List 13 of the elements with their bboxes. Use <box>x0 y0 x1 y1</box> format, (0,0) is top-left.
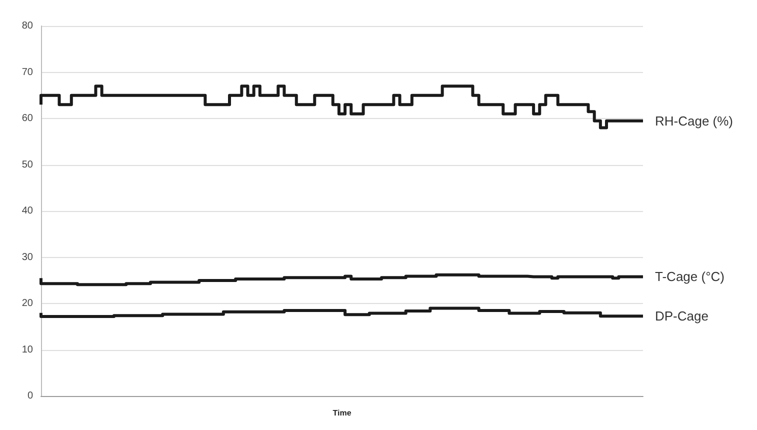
y-tick-label: 40 <box>22 206 34 217</box>
y-tick-label: 60 <box>22 113 34 124</box>
y-tick-label: 30 <box>22 252 34 263</box>
y-tick-label: 70 <box>22 66 34 78</box>
y-tick-label: 80 <box>22 20 34 32</box>
y-tick-label: 20 <box>22 298 34 310</box>
x-axis-title: Time <box>332 408 352 418</box>
y-tick-label: 0 <box>27 390 34 402</box>
y-tick-label: 10 <box>22 344 34 356</box>
y-tick-label: 50 <box>22 159 34 170</box>
series-label: DP-Cage <box>655 308 708 324</box>
series-label: T-Cage (°C) <box>655 269 724 284</box>
series-label: RH-Cage (%) <box>655 113 734 128</box>
